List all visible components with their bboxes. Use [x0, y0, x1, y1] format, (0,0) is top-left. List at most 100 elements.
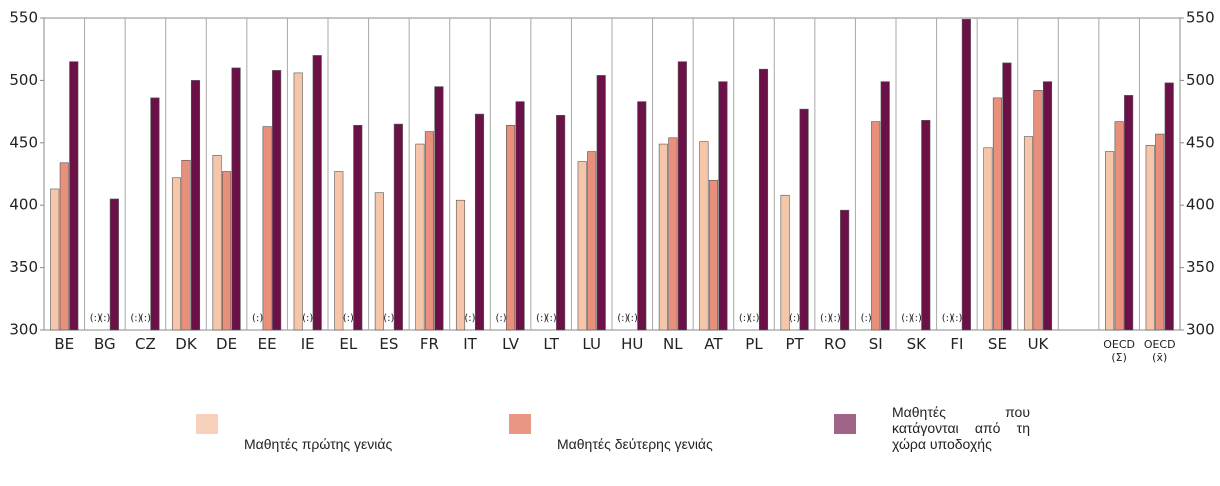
x-tick-label: LT	[543, 335, 559, 353]
bar	[658, 143, 668, 331]
bar	[262, 126, 272, 331]
y2-tick-label: 450	[1186, 133, 1215, 151]
bar	[190, 80, 201, 331]
x-tick-label: UK	[1027, 335, 1049, 353]
x-tick-label: IE	[300, 335, 315, 353]
bar	[506, 125, 516, 331]
bar	[171, 177, 182, 331]
bar	[577, 161, 587, 331]
y2-tick-label: 500	[1186, 71, 1215, 89]
bar	[983, 147, 993, 331]
bar	[150, 97, 160, 331]
x-tick-label: FI	[950, 335, 964, 353]
y-tick-label: 450	[9, 133, 38, 151]
missing-label: (:)	[302, 313, 313, 324]
bar	[677, 61, 687, 331]
bar	[353, 125, 363, 331]
bar	[668, 137, 678, 331]
bar	[708, 179, 718, 331]
bar	[718, 81, 728, 331]
missing-label: (:)	[617, 313, 628, 324]
missing-label: (:)	[901, 313, 912, 324]
missing-label: (:)	[464, 313, 475, 324]
x-tick-label: OECD (Σ)	[1103, 338, 1136, 364]
bar	[1145, 144, 1155, 331]
bar	[69, 61, 79, 331]
legend-label: Μαθητές πρώτης γενιάς	[244, 436, 393, 452]
bar	[880, 81, 890, 331]
x-tick-label: LV	[502, 335, 520, 353]
x-tick-label: DK	[175, 335, 197, 353]
bar	[961, 18, 971, 331]
bar	[1124, 95, 1134, 331]
x-tick-label: HU	[621, 335, 644, 353]
x-tick-label: CZ	[135, 335, 156, 353]
bar	[1155, 133, 1165, 331]
x-tick-label: IT	[463, 335, 477, 353]
bar	[780, 194, 790, 331]
x-tick-label: PL	[745, 335, 763, 353]
missing-label: (:)	[911, 313, 922, 324]
bar	[334, 171, 344, 331]
x-tick-label: LU	[582, 335, 601, 353]
x-tick-label: SE	[987, 335, 1007, 353]
y-tick-label: 550	[9, 9, 38, 27]
x-tick-label: EL	[339, 335, 358, 353]
bar	[59, 162, 69, 331]
y2-tick-label: 300	[1186, 321, 1215, 339]
missing-label: (:)	[383, 313, 394, 324]
bar	[1042, 81, 1053, 331]
bar	[1114, 121, 1124, 331]
x-tick-label: SK	[906, 335, 926, 353]
missing-label: (:)	[536, 313, 547, 324]
x-tick-label: PT	[785, 335, 804, 353]
missing-label: (:)	[739, 313, 750, 324]
missing-label: (:)	[942, 313, 953, 324]
bar	[374, 192, 384, 331]
missing-label: (:)	[789, 313, 800, 324]
y2-tick-label: 550	[1186, 9, 1215, 27]
bar	[109, 198, 119, 331]
bar	[293, 72, 303, 331]
bar	[992, 97, 1002, 331]
bar	[222, 171, 232, 331]
bar	[181, 159, 191, 331]
bar	[231, 67, 241, 331]
x-tick-label: BG	[94, 335, 116, 353]
missing-label: (:)	[820, 313, 831, 324]
x-tick-label: NL	[663, 335, 683, 353]
x-tick-label: FR	[419, 335, 439, 353]
x-tick-label: AT	[704, 335, 723, 353]
x-tick-label: RO	[824, 335, 847, 353]
bar	[312, 55, 322, 331]
legend-label: Μαθητές που κατάγονται από τη χώρα υποδο…	[892, 404, 1030, 452]
missing-label: (:)	[252, 313, 263, 324]
bar	[699, 141, 709, 331]
legend-label: Μαθητές δεύτερης γενιάς	[557, 436, 713, 452]
bar	[1033, 90, 1043, 331]
missing-label: (:)	[951, 313, 962, 324]
bar	[1023, 136, 1034, 331]
missing-label: (:)	[861, 313, 872, 324]
bar	[474, 113, 485, 331]
x-tick-label: EE	[257, 335, 277, 353]
x-tick-label: SI	[868, 335, 883, 353]
y2-tick-label: 350	[1186, 258, 1215, 276]
y2-tick-label: 400	[1186, 196, 1215, 214]
bar	[556, 115, 566, 331]
bar	[596, 75, 606, 331]
missing-label: (:)	[830, 313, 841, 324]
missing-label: (:)	[90, 313, 101, 324]
bar	[415, 143, 425, 331]
legend-swatch	[834, 414, 856, 434]
missing-label: (:)	[546, 313, 557, 324]
bar	[50, 188, 60, 331]
y-tick-label: 400	[9, 196, 38, 214]
legend-swatch	[509, 414, 531, 434]
missing-label: (:)	[99, 313, 110, 324]
bar	[455, 199, 466, 331]
missing-label: (:)	[495, 313, 506, 324]
bar	[1105, 151, 1115, 331]
bar	[1164, 82, 1174, 331]
